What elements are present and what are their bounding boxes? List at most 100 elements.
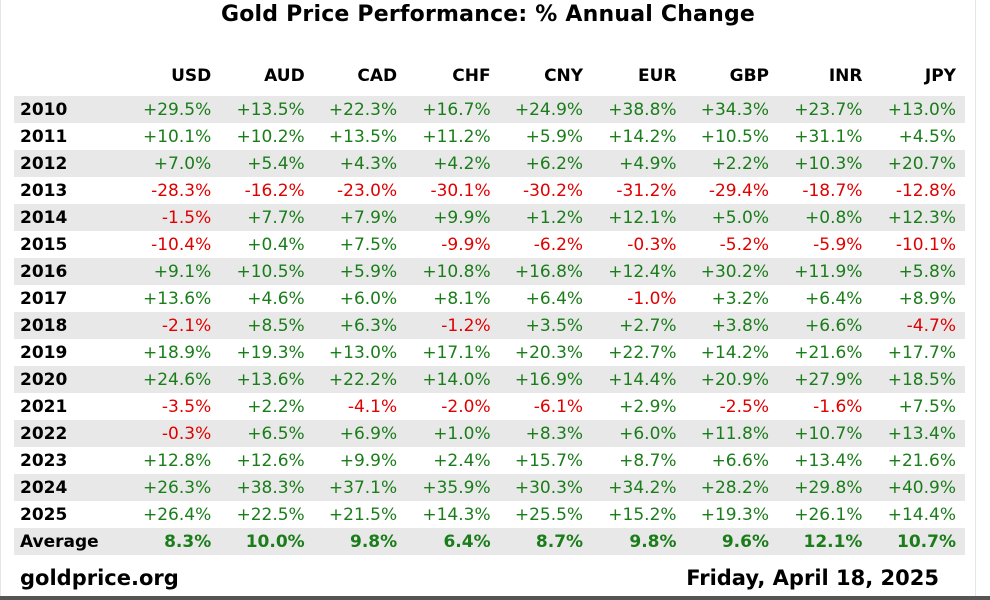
row-label: 2015 [14, 231, 127, 258]
cell-cad: +5.9% [313, 258, 407, 285]
cell-jpy: +40.9% [871, 474, 965, 501]
cell-eur: +2.7% [592, 312, 686, 339]
row-label: 2023 [14, 447, 127, 474]
cell-cny: +24.9% [499, 96, 593, 123]
cell-jpy: -4.7% [871, 312, 965, 339]
table-row-2025: 2025 +26.4% +22.5% +21.5% +14.3% +25.5% +15.2%… [14, 501, 965, 528]
cell-cad: +7.9% [313, 204, 407, 231]
chart-frame: Gold Price Performance: % Annual Change … [0, 0, 976, 596]
cell-aud: +5.4% [220, 150, 314, 177]
cell-inr: +10.3% [778, 150, 872, 177]
cell-jpy: +5.8% [871, 258, 965, 285]
cell-jpy: +14.4% [871, 501, 965, 528]
cell-cad: +22.3% [313, 96, 407, 123]
cell-eur: -31.2% [592, 177, 686, 204]
cell-cad: +21.5% [313, 501, 407, 528]
cell-cny: +5.9% [499, 123, 593, 150]
cell-chf: +14.3% [406, 501, 500, 528]
cell-jpy: 10.7% [871, 528, 965, 555]
cell-inr: +6.6% [778, 312, 872, 339]
cell-aud: +10.5% [220, 258, 314, 285]
cell-gbp: +2.2% [685, 150, 778, 177]
row-label: 2010 [14, 96, 127, 123]
cell-usd: -10.4% [126, 231, 221, 258]
cell-eur: +34.2% [592, 474, 686, 501]
column-header-jpy: JPY [924, 66, 956, 86]
cell-jpy: +20.7% [871, 150, 965, 177]
cell-chf: -9.9% [406, 231, 500, 258]
cell-aud: +19.3% [220, 339, 314, 366]
cell-cny: 8.7% [499, 528, 593, 555]
cell-chf: +16.7% [406, 96, 500, 123]
cell-inr: +11.9% [778, 258, 872, 285]
cell-usd: -2.1% [126, 312, 221, 339]
chart-title: Gold Price Performance: % Annual Change [220, 2, 756, 27]
table-row-2017: 2017 +13.6% +4.6% +6.0% +8.1% +6.4% -1.0% +3.2%… [14, 285, 965, 312]
cell-jpy: +12.3% [871, 204, 965, 231]
cell-cny: +16.8% [499, 258, 593, 285]
cell-gbp: +3.8% [685, 312, 778, 339]
cell-cny: +3.5% [499, 312, 593, 339]
cell-inr: +26.1% [778, 501, 872, 528]
column-header-eur: EUR [638, 66, 677, 86]
date-label: Friday, April 18, 2025 [686, 566, 939, 590]
cell-aud: -16.2% [220, 177, 314, 204]
cell-eur: -0.3% [592, 231, 686, 258]
cell-cad: +4.3% [313, 150, 407, 177]
cell-aud: +7.7% [220, 204, 314, 231]
cell-eur: +4.9% [592, 150, 686, 177]
cell-inr: +31.1% [778, 123, 872, 150]
cell-gbp: -2.5% [685, 393, 778, 420]
cell-aud: +10.2% [220, 123, 314, 150]
cell-gbp: +14.2% [685, 339, 778, 366]
cell-chf: +17.1% [406, 339, 500, 366]
cell-aud: +6.5% [220, 420, 314, 447]
cell-cad: +13.0% [313, 339, 407, 366]
cell-usd: -0.3% [126, 420, 221, 447]
cell-eur: +12.1% [592, 204, 686, 231]
column-header-cny: CNY [544, 66, 584, 86]
cell-aud: +13.6% [220, 366, 314, 393]
cell-inr: +27.9% [778, 366, 872, 393]
cell-cad: -23.0% [313, 177, 407, 204]
cell-jpy: +18.5% [871, 366, 965, 393]
cell-chf: +1.0% [406, 420, 500, 447]
cell-inr: +0.8% [778, 204, 872, 231]
cell-usd: +7.0% [126, 150, 221, 177]
table-row-2023: 2023 +12.8% +12.6% +9.9% +2.4% +15.7% +8.7% +6.… [14, 447, 965, 474]
cell-gbp: 9.6% [685, 528, 778, 555]
table-row-2019: 2019 +18.9% +19.3% +13.0% +17.1% +20.3% +22.7%… [14, 339, 965, 366]
cell-aud: +38.3% [220, 474, 314, 501]
cell-gbp: +20.9% [685, 366, 778, 393]
column-header-inr: INR [828, 66, 863, 86]
cell-chf: -30.1% [406, 177, 500, 204]
cell-aud: +2.2% [220, 393, 314, 420]
cell-chf: 6.4% [406, 528, 500, 555]
cell-eur: +14.2% [592, 123, 686, 150]
table-row-2011: 2011 +10.1% +10.2% +13.5% +11.2% +5.9% +14.2% +… [14, 123, 965, 150]
cell-aud: +13.5% [220, 96, 314, 123]
cell-inr: -18.7% [778, 177, 872, 204]
cell-aud: +22.5% [220, 501, 314, 528]
cell-jpy: -12.8% [871, 177, 965, 204]
cell-cad: +9.9% [313, 447, 407, 474]
column-header-usd: USD [171, 66, 212, 86]
cell-cny: +25.5% [499, 501, 593, 528]
table-body: 2010 +29.5% +13.5% +22.3% +16.7% +24.9% +38.8%… [14, 96, 965, 555]
cell-usd: +26.4% [126, 501, 221, 528]
cell-inr: +21.6% [778, 339, 872, 366]
cell-aud: +4.6% [220, 285, 314, 312]
cell-eur: +12.4% [592, 258, 686, 285]
cell-aud: +8.5% [220, 312, 314, 339]
cell-cny: -6.1% [499, 393, 593, 420]
cell-gbp: -5.2% [685, 231, 778, 258]
cell-inr: 12.1% [778, 528, 872, 555]
cell-cny: +20.3% [499, 339, 593, 366]
cell-inr: +6.4% [778, 285, 872, 312]
cell-inr: +23.7% [778, 96, 872, 123]
row-label: 2014 [14, 204, 127, 231]
cell-eur: -1.0% [592, 285, 686, 312]
row-label: 2021 [14, 393, 127, 420]
cell-jpy: +4.5% [871, 123, 965, 150]
row-label: Average [14, 528, 127, 555]
